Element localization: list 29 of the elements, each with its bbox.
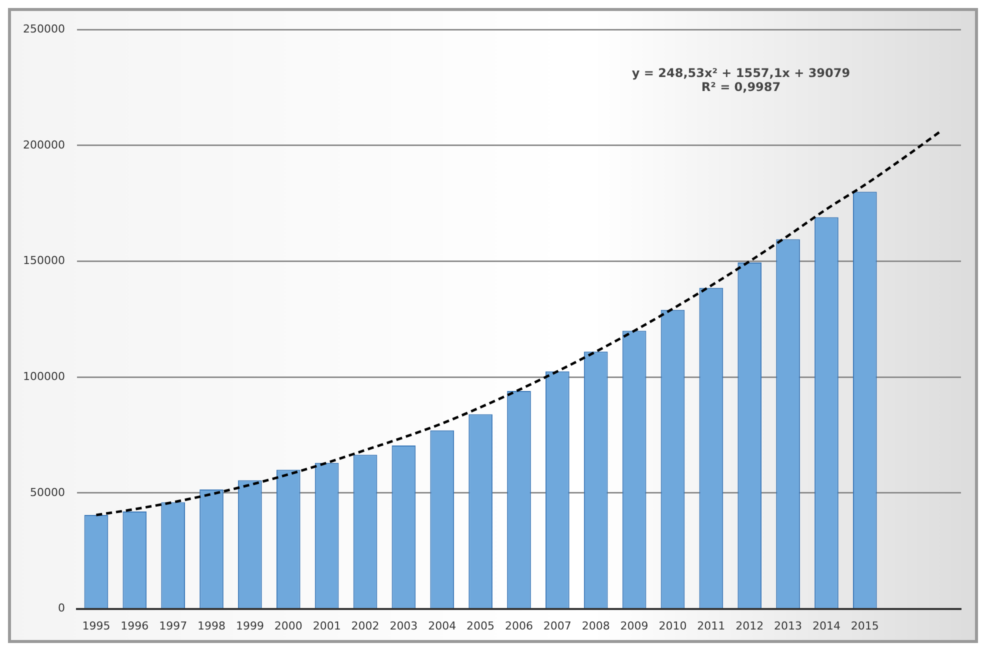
y-tick-label: 0	[58, 602, 65, 615]
x-tick-label: 2005	[466, 619, 495, 632]
y-tick-label: 50000	[30, 486, 65, 499]
x-tick-label: 1996	[120, 619, 149, 632]
annotation: y = 248,53x² + 1557,1x + 39079	[630, 66, 852, 80]
x-tick-label: 1998	[198, 619, 226, 632]
x-tick-label: 2006	[504, 619, 533, 632]
x-tick-label: 2001	[312, 619, 341, 632]
x-tick-label: 1997	[159, 619, 188, 632]
annotation: R² = 0,9987	[700, 80, 782, 94]
x-tick-label: 2002	[351, 619, 380, 632]
x-tick-label: 2004	[428, 619, 456, 632]
x-tick-label: 2011	[697, 619, 726, 632]
y-tick-label: 200000	[22, 138, 65, 152]
x-tick-label: 2007	[543, 619, 572, 632]
x-tick-label: 2008	[582, 619, 610, 632]
x-tick-label: 2010	[658, 619, 687, 632]
y-tick-label: 100000	[22, 370, 65, 383]
x-tick-label: 2013	[774, 619, 802, 632]
y-tick-label: 150000	[22, 254, 65, 268]
y-tick-label: 250000	[22, 22, 65, 36]
x-tick-label: 2015	[850, 619, 879, 632]
x-tick-label: 2009	[620, 619, 648, 632]
x-tick-label: 2014	[812, 619, 840, 632]
x-tick-label: 2003	[390, 619, 418, 632]
x-tick-label: 1995	[82, 619, 110, 632]
x-tick-label: 2012	[736, 619, 764, 632]
x-tick-label: 1999	[236, 619, 264, 632]
x-tick-label: 2000	[274, 619, 302, 632]
